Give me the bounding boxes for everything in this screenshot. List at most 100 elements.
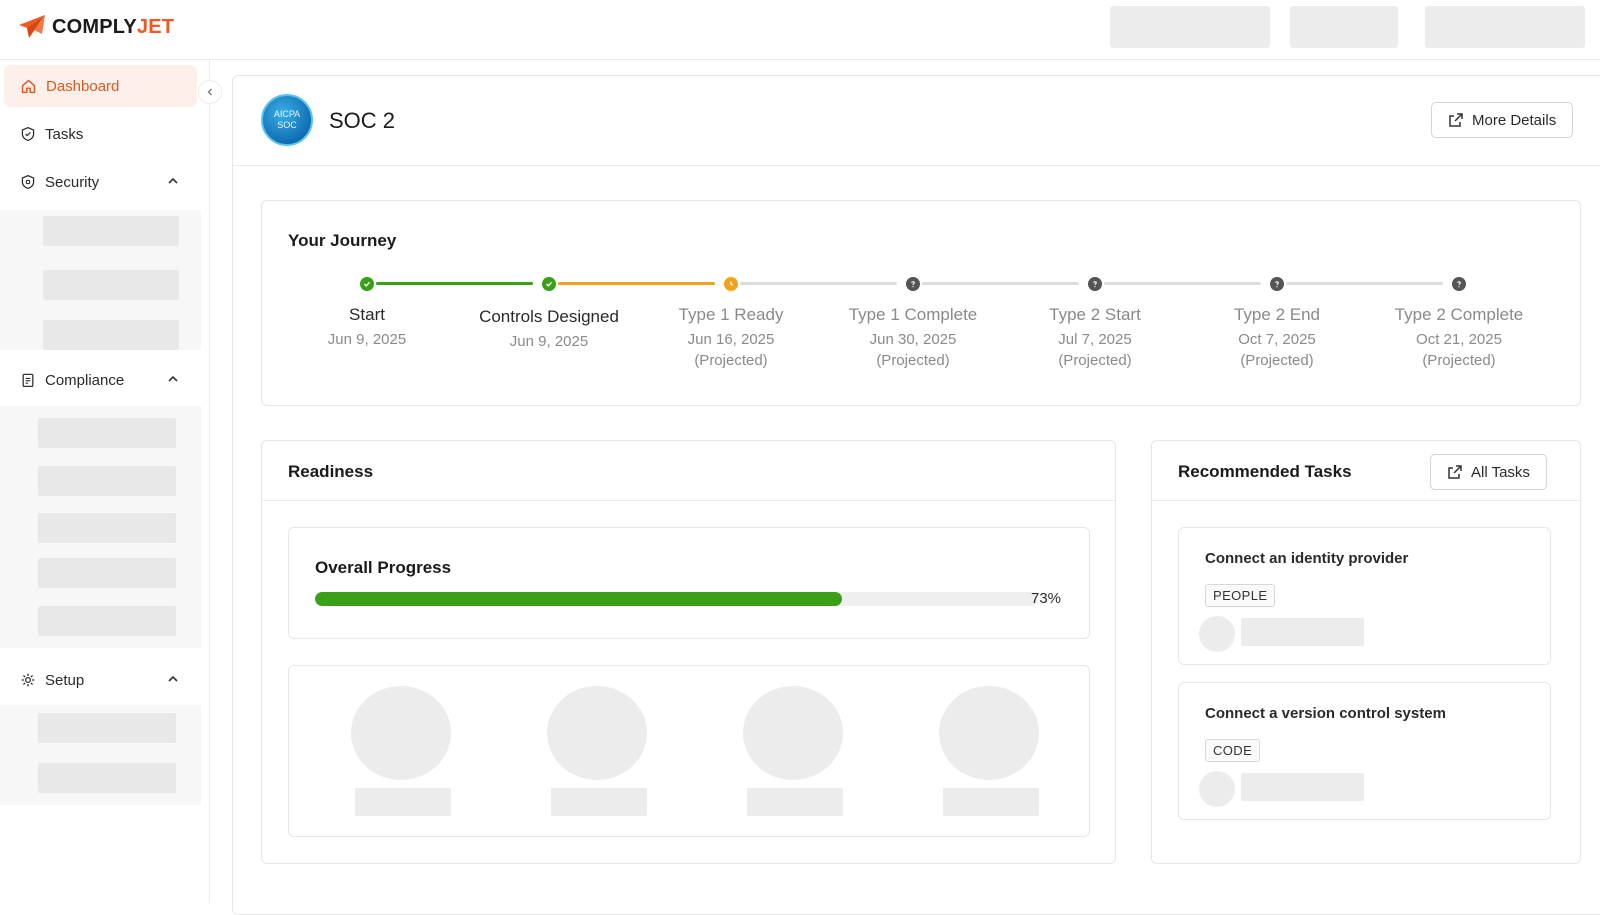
header-placeholder-1 [1110, 6, 1270, 48]
task-category-tag: PEOPLE [1205, 584, 1276, 607]
question-icon [1452, 277, 1466, 291]
task-card[interactable]: Connect an identity provider PEOPLE [1178, 527, 1551, 665]
assignee-avatar-placeholder [1199, 616, 1235, 652]
shield-check-icon [21, 126, 35, 142]
external-link-icon [1448, 465, 1462, 479]
recommended-tasks-title: Recommended Tasks [1178, 462, 1352, 481]
submenu-placeholder[interactable] [38, 713, 176, 743]
journey-connector [922, 282, 1079, 285]
step-name: Controls Designed [479, 307, 619, 326]
header-placeholder-2 [1290, 6, 1398, 48]
external-link-icon [1449, 113, 1463, 127]
journey-connector [1286, 282, 1443, 285]
sidebar-item-compliance[interactable]: Compliance [4, 359, 197, 401]
sidebar: Dashboard Tasks Security Compliance Setu… [0, 60, 210, 903]
submenu-placeholder[interactable] [38, 606, 176, 636]
task-title[interactable]: Connect a version control system [1205, 705, 1446, 722]
chart-placeholder-circle [351, 686, 451, 780]
submenu-placeholder[interactable] [43, 216, 179, 246]
chevron-up-icon[interactable] [167, 673, 179, 685]
journey-step-type2-complete: Type 2 Complete Oct 21, 2025 (Projected) [1367, 305, 1551, 369]
submenu-placeholder[interactable] [43, 320, 179, 350]
all-tasks-label: All Tasks [1471, 463, 1530, 481]
chart-placeholder-label [355, 788, 451, 816]
gear-icon [21, 673, 35, 687]
all-tasks-button[interactable]: All Tasks [1430, 454, 1547, 490]
question-icon [1270, 277, 1284, 291]
chart-placeholder-label [943, 788, 1039, 816]
step-note: (Projected) [1240, 352, 1314, 369]
step-date: Oct 7, 2025 [1238, 331, 1316, 348]
task-card[interactable]: Connect a version control system CODE [1178, 682, 1551, 820]
readiness-title: Readiness [288, 462, 374, 481]
step-name: Type 2 Start [1049, 305, 1141, 324]
submenu-placeholder[interactable] [38, 418, 176, 448]
chevron-up-icon[interactable] [167, 175, 179, 187]
step-name: Type 1 Ready [678, 305, 784, 324]
assignee-avatar-placeholder [1199, 771, 1235, 807]
submenu-placeholder[interactable] [38, 466, 176, 496]
step-date: Jun 30, 2025 [869, 331, 957, 348]
journey-connector [1104, 282, 1261, 285]
assignee-name-placeholder [1241, 773, 1364, 801]
step-name: Type 1 Complete [848, 305, 978, 324]
brand-name: COMPLYJET [52, 15, 175, 38]
journey-step-type1-ready: Type 1 Ready Jun 16, 2025 (Projected) [639, 305, 823, 369]
readiness-chart-placeholder [288, 665, 1090, 837]
step-note: (Projected) [876, 352, 950, 369]
step-date: Jul 7, 2025 [1058, 331, 1132, 348]
sidebar-item-label: Dashboard [46, 77, 120, 95]
brand-logo[interactable]: COMPLYJET [18, 14, 174, 40]
sidebar-item-tasks[interactable]: Tasks [4, 113, 197, 155]
journey-step-type1-complete: Type 1 Complete Jun 30, 2025 (Projected) [821, 305, 1005, 369]
readiness-section: Readiness Overall Progress 73% [261, 440, 1116, 864]
question-icon [906, 277, 920, 291]
journey-connector [558, 282, 715, 285]
submenu-placeholder[interactable] [43, 270, 179, 300]
submenu-placeholder[interactable] [38, 558, 176, 588]
overall-progress-label: Overall Progress [315, 558, 452, 577]
chart-placeholder-circle [743, 686, 843, 780]
shield-icon [21, 174, 35, 190]
badge-text-2: SOC [277, 120, 297, 130]
framework-header: AICPA SOC SOC 2 More Details [233, 76, 1600, 166]
chevron-left-icon [207, 88, 212, 96]
chart-placeholder-label [551, 788, 647, 816]
journey-connector [376, 282, 533, 285]
framework-panel: AICPA SOC SOC 2 More Details Your Journe… [232, 75, 1600, 915]
journey-section: Your Journey Start Jun 9, 2025 Controls … [261, 200, 1581, 406]
compliance-submenu [0, 406, 201, 648]
sidebar-item-setup[interactable]: Setup [4, 659, 197, 701]
sidebar-item-label: Tasks [45, 125, 84, 143]
task-title[interactable]: Connect an identity provider [1205, 550, 1409, 567]
sidebar-item-security[interactable]: Security [4, 161, 197, 203]
readiness-header: Readiness [262, 441, 1115, 501]
chart-placeholder-circle [547, 686, 647, 780]
chart-placeholder-circle [939, 686, 1039, 780]
journey-title: Your Journey [288, 231, 397, 250]
soc-badge-logo: AICPA SOC [261, 94, 313, 146]
step-date: Jun 9, 2025 [327, 331, 407, 348]
sidebar-item-label: Security [45, 173, 100, 191]
check-icon [360, 277, 374, 291]
journey-step-controls-designed: Controls Designed Jun 9, 2025 [457, 307, 641, 350]
step-date: Jun 16, 2025 [687, 331, 775, 348]
more-details-button[interactable]: More Details [1431, 102, 1574, 138]
check-icon [542, 277, 556, 291]
step-name: Type 2 Complete [1394, 305, 1524, 324]
clock-icon [724, 277, 738, 291]
home-icon [21, 79, 36, 93]
sidebar-collapse-button[interactable] [198, 80, 222, 104]
submenu-placeholder[interactable] [38, 763, 176, 793]
badge-text-1: AICPA [273, 109, 301, 119]
journey-step-type2-end: Type 2 End Oct 7, 2025 (Projected) [1185, 305, 1369, 369]
sidebar-item-dashboard[interactable]: Dashboard [4, 65, 197, 107]
task-category-tag: CODE [1205, 739, 1261, 762]
recommended-tasks-header: Recommended Tasks All Tasks [1152, 441, 1580, 501]
more-details-label: More Details [1472, 111, 1557, 129]
step-name: Type 2 End [1233, 305, 1320, 324]
page-title: SOC 2 [329, 108, 396, 133]
setup-submenu [0, 705, 201, 805]
chevron-up-icon[interactable] [167, 373, 179, 385]
submenu-placeholder[interactable] [38, 513, 176, 543]
